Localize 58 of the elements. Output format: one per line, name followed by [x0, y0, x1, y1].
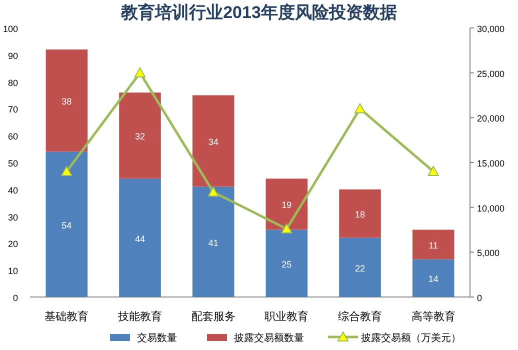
- point: [61, 166, 72, 176]
- bar: [192, 95, 234, 187]
- x-tick-label: 高等教育: [411, 310, 456, 323]
- x-tick-label: 配套服务: [191, 311, 236, 323]
- y-tick-label: 60: [8, 132, 18, 142]
- bar: [339, 189, 381, 238]
- data-label: 22: [354, 263, 366, 274]
- point: [134, 67, 146, 78]
- y-tick-label: 40: [8, 185, 18, 196]
- y-tick-label: 30: [8, 212, 18, 222]
- y2-tick-label: 5,000: [477, 248, 500, 258]
- x-tick-label: 职业教育: [264, 310, 309, 323]
- point: [208, 186, 219, 197]
- data-label: 54: [62, 220, 72, 230]
- y-tick-label: 70: [8, 104, 18, 115]
- data-label: 41: [208, 238, 218, 248]
- bar: [119, 92, 161, 179]
- legend-label: 披露交易额数量: [234, 332, 304, 344]
- y-tick-label: 80: [8, 78, 18, 88]
- chart-title: 教育培训行业2013年度风险投资数据: [120, 2, 397, 22]
- x-tick-label: 基础教育: [44, 310, 89, 323]
- bar: [192, 186, 234, 297]
- y-tick-label: 100: [2, 24, 18, 34]
- y-tick-label: 90: [8, 50, 18, 61]
- y2-tick-label: 15,000: [477, 158, 505, 168]
- y-tick-label: 0: [12, 293, 18, 303]
- bar: [119, 178, 161, 297]
- bar: [266, 178, 308, 230]
- x-tick-label: 技能教育: [117, 310, 162, 323]
- data-label: 19: [282, 200, 292, 210]
- y-tick-label: 10: [8, 266, 18, 276]
- data-label: 32: [134, 132, 146, 142]
- bar: [266, 230, 308, 297]
- point: [354, 103, 366, 114]
- data-label: 34: [208, 136, 218, 147]
- bar: [339, 238, 381, 297]
- data-label: 18: [354, 210, 366, 220]
- y2-tick-label: 20,000: [477, 114, 505, 124]
- point: [281, 223, 292, 234]
- legend-label: 披露交易额（万美元）: [361, 332, 461, 344]
- y-tick-label: 20: [8, 239, 18, 250]
- bar: [46, 50, 88, 152]
- legend-label: 交易数量: [137, 332, 177, 344]
- data-label: 11: [428, 240, 438, 251]
- data-label: 38: [62, 96, 72, 107]
- y2-tick-label: 25,000: [477, 68, 505, 79]
- y2-tick-label: 30,000: [477, 24, 505, 34]
- bar: [412, 230, 454, 260]
- point: [428, 166, 439, 176]
- data-label: 44: [134, 234, 146, 244]
- bar: [412, 259, 454, 297]
- y-tick-label: 50: [8, 158, 18, 168]
- data-label: 25: [282, 259, 292, 270]
- data-label: 14: [428, 274, 438, 284]
- x-tick-label: 综合教育: [338, 310, 382, 323]
- bar: [46, 152, 88, 297]
- y2-tick-label: 10,000: [477, 203, 505, 214]
- y2-tick-label: 0: [477, 293, 482, 303]
